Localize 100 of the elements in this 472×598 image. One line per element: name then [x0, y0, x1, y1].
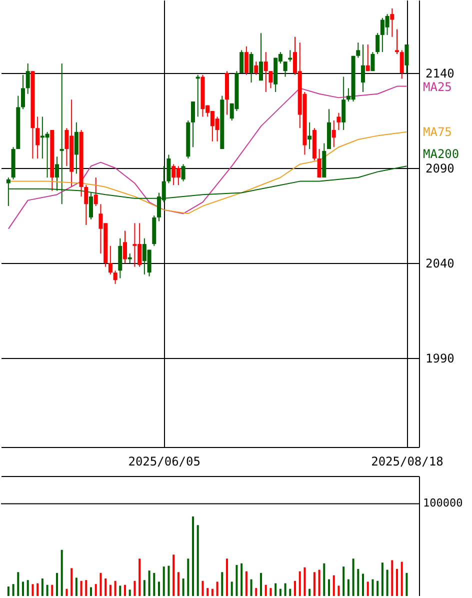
candlestick — [74, 122, 78, 174]
candlestick — [26, 62, 30, 94]
bar — [376, 580, 379, 596]
bar — [109, 584, 112, 596]
bar — [366, 582, 369, 596]
bar — [304, 567, 306, 596]
text: 100000 — [423, 496, 463, 510]
x-tick-label: 2025/08/18 — [371, 454, 444, 468]
bar — [26, 580, 29, 596]
bar — [85, 580, 88, 596]
bar — [362, 574, 364, 596]
candlestick — [268, 70, 273, 89]
candlestick — [36, 116, 40, 160]
bar — [406, 572, 408, 596]
bar — [128, 590, 131, 596]
bar — [134, 580, 136, 596]
bar — [216, 582, 218, 596]
bar — [60, 550, 63, 596]
candlestick — [123, 230, 127, 264]
candlestick — [113, 270, 118, 284]
candlestick — [84, 184, 88, 226]
bar — [230, 582, 233, 596]
bar — [46, 584, 48, 596]
candlestick — [166, 154, 171, 184]
bar — [187, 558, 190, 596]
bar — [381, 562, 384, 596]
candlestick — [361, 44, 365, 92]
candlestick — [376, 32, 380, 54]
bar — [206, 588, 209, 596]
candlestick — [264, 52, 268, 92]
bar — [338, 586, 340, 596]
bar — [318, 570, 320, 596]
bar — [12, 584, 14, 596]
bar — [332, 575, 335, 596]
bar — [70, 568, 73, 596]
candlestick — [259, 32, 263, 82]
bar — [236, 564, 238, 596]
bar — [226, 558, 228, 596]
candlestick — [332, 120, 336, 148]
candlestick — [181, 164, 186, 182]
bar — [211, 588, 214, 596]
candlestick — [191, 100, 195, 148]
bar — [274, 583, 277, 596]
bar — [323, 563, 326, 596]
bar — [202, 580, 204, 596]
bar — [352, 558, 354, 596]
bar — [56, 572, 58, 596]
candlestick — [317, 148, 322, 178]
bar — [250, 579, 252, 596]
bar — [168, 566, 170, 596]
bar — [396, 568, 398, 596]
candlestick — [404, 44, 409, 74]
candlestick — [94, 177, 98, 207]
x-tick-label: 2025/06/05 — [128, 454, 200, 468]
bar — [66, 588, 68, 596]
line-series — [8, 86, 408, 230]
bar — [270, 588, 272, 596]
bar — [177, 572, 180, 596]
bar — [41, 578, 44, 596]
candlestick — [395, 28, 399, 54]
bar — [313, 572, 316, 596]
candlestick — [342, 76, 346, 130]
bar — [328, 579, 330, 596]
candlestick — [356, 42, 360, 58]
bar — [80, 580, 82, 596]
candlestick — [366, 44, 370, 72]
bar — [172, 554, 175, 596]
bar — [104, 578, 107, 596]
series-label: MA75 — [423, 124, 452, 139]
bar — [192, 516, 194, 596]
bar — [94, 584, 97, 596]
bar — [153, 572, 156, 596]
candlestick — [21, 74, 25, 110]
y-tick-label: 2090 — [426, 162, 454, 176]
bar — [51, 584, 54, 596]
candlestick — [244, 46, 248, 76]
bar — [148, 570, 150, 596]
bar — [308, 588, 311, 596]
bar — [75, 578, 78, 596]
bar — [372, 579, 374, 596]
bar — [32, 584, 34, 596]
bar — [22, 582, 24, 596]
bar — [138, 558, 141, 596]
y-tick-label: 2140 — [426, 66, 454, 80]
bar — [391, 560, 394, 596]
bar — [240, 563, 243, 596]
bar — [158, 582, 160, 596]
candlestick — [308, 122, 312, 150]
bar — [7, 586, 10, 596]
line-series — [8, 131, 408, 214]
candlestick — [283, 61, 288, 78]
bar — [284, 583, 286, 596]
bar — [221, 572, 224, 596]
bar — [196, 525, 199, 596]
bar — [100, 572, 102, 596]
bar — [36, 583, 39, 596]
bar — [90, 587, 92, 596]
series-label: MA200 — [423, 147, 460, 162]
candlestick — [108, 245, 112, 275]
bar — [357, 568, 360, 596]
